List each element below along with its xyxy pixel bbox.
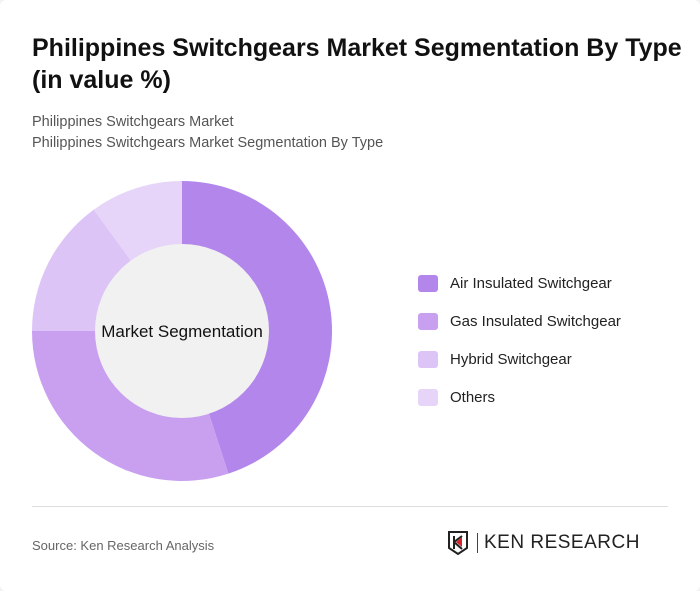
legend-swatch	[418, 350, 438, 368]
legend-item[interactable]: Gas Insulated Switchgear	[418, 302, 621, 340]
legend-swatch	[418, 388, 438, 406]
breadcrumb-market: Philippines Switchgears Market	[32, 114, 234, 130]
legend-swatch	[418, 274, 438, 292]
legend-label: Hybrid Switchgear	[450, 350, 572, 368]
legend: Air Insulated Switchgear Gas Insulated S…	[418, 264, 621, 416]
legend-swatch	[418, 312, 438, 330]
source-note: Source: Ken Research Analysis	[32, 538, 215, 553]
divider	[32, 506, 668, 507]
legend-item[interactable]: Hybrid Switchgear	[418, 340, 621, 378]
breadcrumb-segmentation: Philippines Switchgears Market Segmentat…	[32, 135, 384, 151]
legend-label: Others	[450, 388, 496, 406]
donut-chart: Market Segmentation	[32, 181, 333, 482]
legend-item[interactable]: Air Insulated Switchgear	[418, 264, 621, 302]
legend-label: Air Insulated Switchgear	[450, 274, 612, 292]
ken-logo-icon	[448, 531, 468, 555]
donut-hole	[95, 244, 269, 418]
chart-title: Philippines Switchgears Market Segmentat…	[32, 34, 682, 94]
logo-text: KEN RESEARCH	[477, 533, 640, 553]
legend-label: Gas Insulated Switchgear	[450, 312, 621, 330]
legend-item[interactable]: Others	[418, 378, 621, 416]
ken-research-logo: KEN RESEARCH	[447, 531, 640, 555]
center-label: Market Segmentation	[101, 322, 263, 341]
